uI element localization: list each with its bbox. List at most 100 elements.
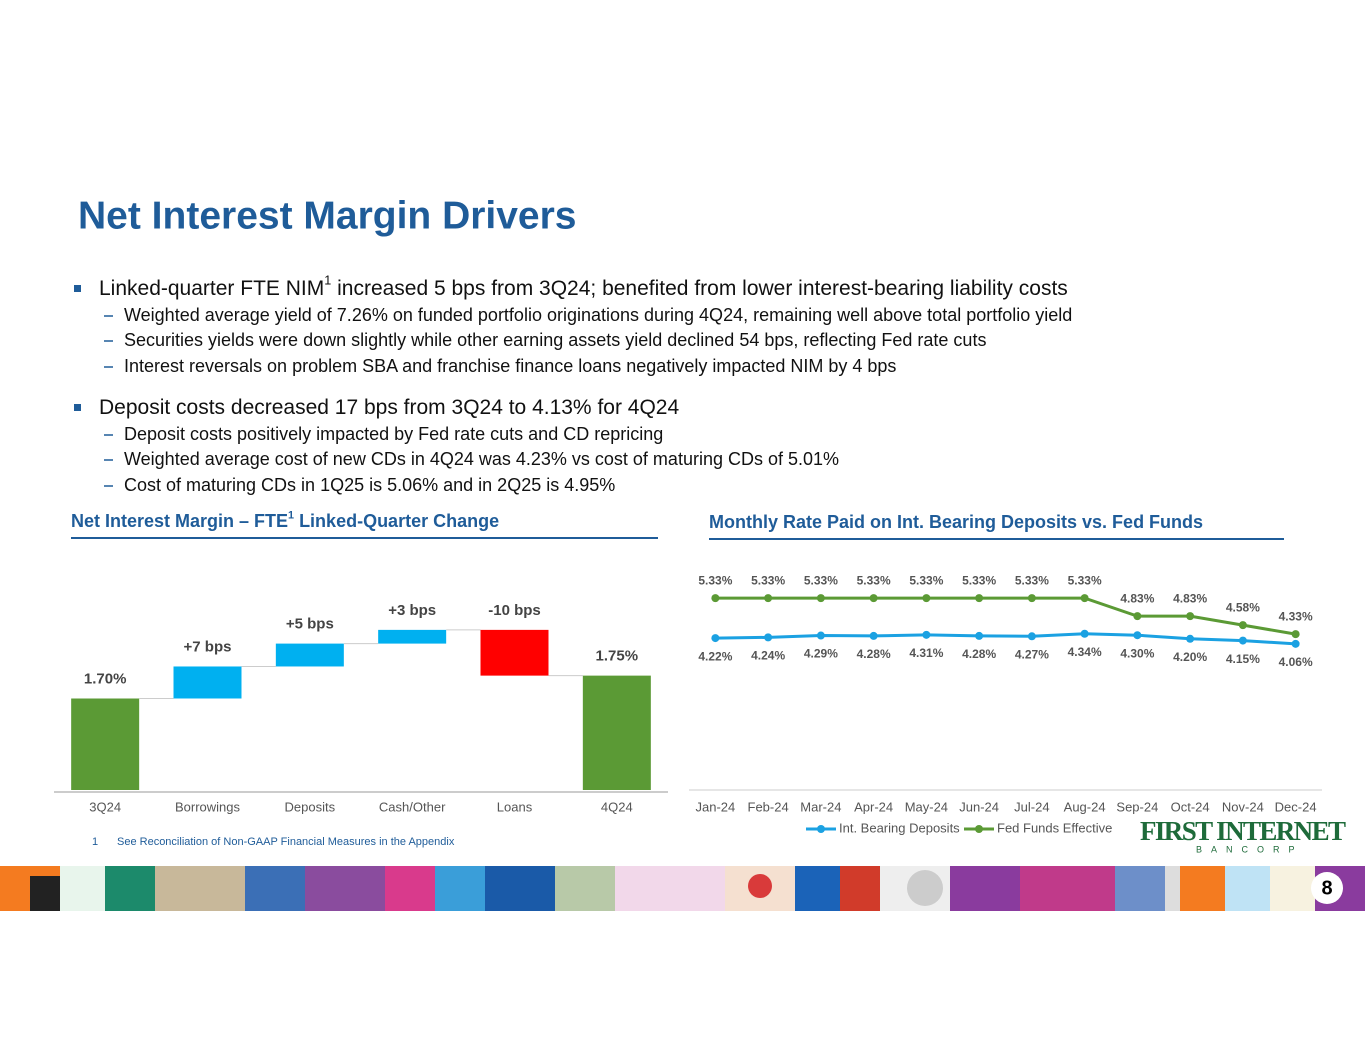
data-label: 4.31% [909, 646, 943, 660]
x-tick-label: Deposits [285, 799, 336, 814]
data-label: 4.83% [1173, 591, 1207, 605]
text-part: increased 5 bps from 3Q24; benefited fro… [331, 277, 1068, 300]
point [764, 633, 773, 642]
text-part: Linked-quarter FTE NIM [99, 277, 324, 300]
point [869, 631, 878, 640]
page-number-badge [1311, 872, 1343, 904]
point [1238, 621, 1247, 630]
data-label: 4.24% [751, 649, 785, 663]
x-tick-label: 3Q24 [89, 799, 121, 814]
point [975, 594, 984, 603]
x-tick-label: Jul-24 [1014, 799, 1049, 814]
data-label: 1.75% [596, 648, 639, 665]
banner [0, 866, 1365, 911]
sub-bullet-text: Securities yields were down slightly whi… [124, 330, 986, 350]
superscript: 1 [324, 274, 331, 288]
point [869, 594, 878, 603]
x-tick-label: May-24 [905, 799, 948, 814]
data-label: 4.83% [1120, 591, 1154, 605]
point [816, 594, 825, 603]
bar [173, 666, 242, 699]
data-label: 4.20% [1173, 650, 1207, 664]
point [975, 631, 984, 640]
bar [275, 643, 344, 667]
point [1238, 636, 1247, 645]
data-label: 4.28% [962, 647, 996, 661]
x-tick-label: Cash/Other [379, 799, 446, 814]
text-part: Net Interest Margin – FTE [71, 511, 288, 531]
chart-title: Net Interest Margin – FTE1 Linked-Quarte… [71, 510, 499, 531]
data-label: 5.33% [1015, 573, 1049, 587]
data-label: 4.06% [1279, 655, 1313, 669]
x-tick-label: Sep-24 [1116, 799, 1158, 814]
x-tick-label: Apr-24 [854, 799, 893, 814]
data-label: 5.33% [1068, 573, 1102, 587]
x-tick-label: Aug-24 [1064, 799, 1106, 814]
series-line [715, 596, 1296, 636]
sub-bullet-text: Interest reversals on problem SBA and fr… [124, 356, 896, 376]
x-tick-label: Jan-24 [696, 799, 736, 814]
data-label: 4.58% [1226, 600, 1260, 614]
data-label: 1.70% [84, 670, 127, 687]
sub-bullet-text: Weighted average yield of 7.26% on funde… [124, 305, 1072, 325]
data-label: 4.30% [1120, 646, 1154, 660]
point [1133, 631, 1142, 640]
x-tick-label: Nov-24 [1222, 799, 1264, 814]
footnote-marker: 1 [92, 836, 98, 848]
x-tick-label: Oct-24 [1171, 799, 1210, 814]
point [1186, 612, 1195, 621]
x-tick-label: Jun-24 [959, 799, 999, 814]
point [711, 594, 720, 603]
logo-sub: BANCORP [1196, 844, 1304, 854]
point [1080, 594, 1089, 603]
data-label: +3 bps [388, 602, 436, 619]
bullet-text: Linked-quarter FTE NIM1 increased 5 bps … [99, 274, 1068, 300]
slide-title: Net Interest Margin Drivers [78, 194, 577, 237]
text-part: Deposit costs decreased 17 bps from 3Q24… [99, 396, 679, 419]
text-part: Linked-Quarter Change [294, 511, 499, 531]
data-label: 5.33% [909, 573, 943, 587]
sub-bullet-text: Cost of maturing CDs in 1Q25 is 5.06% an… [124, 475, 615, 495]
data-label: 4.22% [698, 649, 732, 663]
point [1027, 594, 1036, 603]
sub-bullet-text: Weighted average cost of new CDs in 4Q24… [124, 449, 839, 469]
footnote-text: See Reconciliation of Non-GAAP Financial… [117, 836, 455, 848]
logo-name: FIRST INTERNET [1140, 816, 1346, 846]
data-label: 5.33% [962, 573, 996, 587]
point [1133, 612, 1142, 621]
bar [71, 698, 140, 790]
legend-label: Int. Bearing Deposits [839, 820, 960, 835]
point [816, 631, 825, 640]
data-label: +7 bps [184, 638, 232, 655]
x-tick-label: 4Q24 [601, 799, 633, 814]
legend-label: Fed Funds Effective [997, 820, 1112, 835]
x-tick-label: Mar-24 [800, 799, 841, 814]
x-tick-label: Borrowings [175, 799, 241, 814]
data-label: +5 bps [286, 616, 334, 633]
bar [378, 629, 447, 644]
data-label: 4.29% [804, 647, 838, 661]
legend-swatch [975, 825, 983, 833]
point [1027, 632, 1036, 641]
bullet-text: Deposit costs decreased 17 bps from 3Q24… [99, 396, 679, 419]
data-label: 5.33% [698, 573, 732, 587]
bar [582, 675, 651, 790]
point [922, 594, 931, 603]
bar [480, 629, 549, 676]
data-label: 4.27% [1015, 647, 1049, 661]
legend-swatch [817, 825, 825, 833]
point [922, 630, 931, 639]
sub-bullet-text: Deposit costs positively impacted by Fed… [124, 424, 663, 444]
point [1291, 639, 1300, 648]
superscript: 1 [288, 510, 294, 522]
bullet-marker [74, 285, 81, 292]
data-label: 4.15% [1226, 652, 1260, 666]
data-label: 5.33% [751, 573, 785, 587]
page-number: 8 [1321, 877, 1332, 899]
point [764, 594, 773, 603]
chart-title: Monthly Rate Paid on Int. Bearing Deposi… [709, 512, 1203, 532]
x-tick-label: Feb-24 [748, 799, 789, 814]
point [1186, 634, 1195, 643]
series-line [715, 632, 1296, 646]
